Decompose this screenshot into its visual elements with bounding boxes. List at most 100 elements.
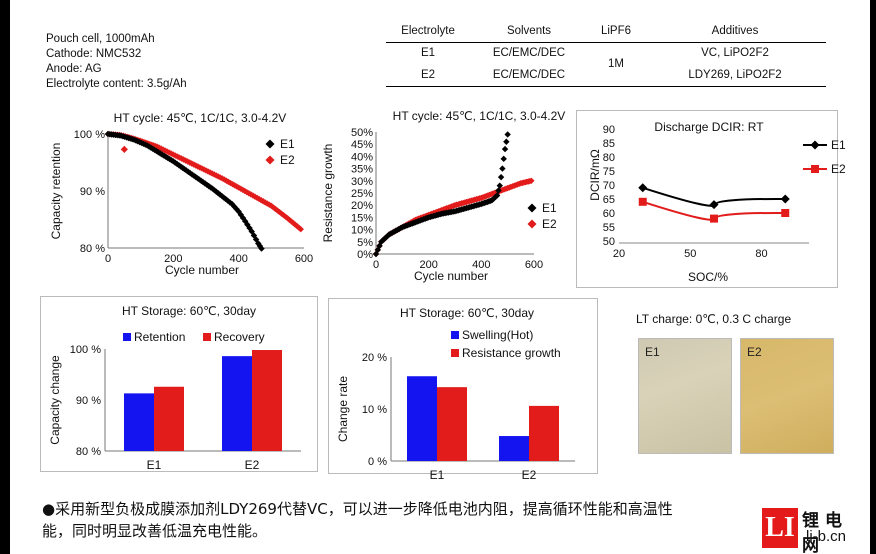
table-cell: EC/EMC/DEC: [492, 47, 566, 60]
e1-point: [495, 187, 502, 194]
legend-marker: [265, 155, 275, 165]
recovery-bar: [252, 350, 282, 451]
legend-marker: [451, 349, 459, 357]
y-tick-label: 70: [603, 180, 615, 192]
y-tick-label: 15%: [351, 212, 373, 224]
chart-title: HT cycle: 45℃, 1C/1C, 3.0-4.2V: [114, 111, 287, 125]
retention-bar: [222, 356, 252, 451]
storage-capacity-chart: HT Storage: 60℃, 30day 80 % 90 % 100 % Capac…: [40, 296, 318, 472]
x-tick-label: 80: [755, 248, 767, 260]
cell-info-line: Pouch cell, 1000mAh: [46, 33, 155, 45]
storage-change-rate-chart: HT Storage: 60℃, 30day 0 % 10 % 20 % Change …: [328, 298, 598, 482]
footer-line: ●采用新型负极成膜添加剂LDY269代替VC，可以进一步降低电池内阻，提高循环性…: [42, 500, 673, 518]
y-tick-label: 10 %: [362, 404, 387, 416]
e1-point: [244, 221, 251, 228]
y-tick-label: 25%: [351, 188, 373, 200]
y-axis-label: Change rate: [336, 376, 350, 442]
legend-marker: [811, 165, 819, 173]
y-tick-label: 60: [603, 208, 615, 220]
e2-point: [288, 218, 295, 225]
table-cell: E1: [420, 47, 436, 60]
legend-marker: [203, 333, 211, 341]
legend-label: Swelling(Hot): [462, 328, 533, 342]
x-tick-label: 400: [472, 259, 490, 271]
x-tick-label: 200: [164, 253, 182, 265]
y-tick-label: 50%: [351, 127, 373, 139]
legend-label: E2: [542, 217, 557, 231]
table-cell: 1M: [608, 58, 624, 70]
legend-marker: [810, 140, 820, 150]
e2-point: [276, 208, 283, 216]
footer-line: 能，同时明显改善低温充电性能。: [42, 522, 268, 540]
y-tick-label: 75: [603, 166, 615, 178]
legend-label: E1: [280, 137, 295, 151]
e1-point: [376, 242, 383, 250]
y-tick-label: 10%: [351, 225, 373, 237]
y-tick-label: 80 %: [76, 446, 101, 458]
e1-point: [500, 155, 507, 163]
y-tick-label: 0 %: [368, 456, 387, 468]
electrolyte-table: Electrolyte Solvents LiPF6 Additives E1 …: [386, 20, 826, 87]
e1-point: [709, 200, 719, 210]
chart-title: Discharge DCIR: RT: [654, 120, 764, 134]
e1-point: [780, 194, 790, 204]
legend-marker: [527, 203, 537, 213]
e1-point: [501, 145, 509, 153]
cell-info-line: Anode: AG: [46, 63, 102, 75]
legend-marker: [527, 219, 537, 229]
photo-label: E1: [645, 345, 660, 359]
x-tick-label: 600: [525, 259, 543, 271]
footer-note: ●采用新型负极成膜添加剂LDY269代替VC，可以进一步降低电池内阻，提高循环性…: [42, 498, 842, 542]
y-axis-label: Capacity change: [48, 355, 62, 445]
y-axis-label: DCIR/mΩ: [588, 149, 602, 201]
table-cell: VC, LiPO2F2: [701, 47, 769, 60]
category-label: E2: [245, 458, 260, 472]
x-axis-label: SOC/%: [688, 270, 728, 284]
legend-marker: [451, 331, 459, 339]
chart-title: HT Storage: 60℃, 30day: [400, 306, 534, 320]
e2-point: [120, 145, 128, 153]
cell-info-line: Electrolyte content: 3.5g/Ah: [46, 78, 187, 90]
e1-photo: E1: [638, 338, 732, 454]
e1-point: [220, 194, 227, 201]
legend-label: E1: [831, 138, 846, 152]
e1-point: [218, 192, 226, 200]
e2-point: [293, 222, 301, 230]
category-label: E1: [430, 468, 445, 482]
legend-label: Recovery: [214, 330, 265, 344]
swelling-hot--bar: [407, 376, 437, 461]
y-tick-label: 20%: [351, 200, 373, 212]
x-axis-label: Cycle number: [165, 263, 239, 277]
resistance-growth-chart: HT cycle: 45℃, 1C/1C, 3.0-4.2V 0%5%10%15%…: [321, 109, 566, 283]
y-tick-label: 100 %: [70, 344, 101, 356]
y-tick-label: 80 %: [80, 243, 105, 255]
e2-point: [297, 225, 304, 233]
table-cell: E2: [420, 68, 436, 81]
e1-point: [497, 173, 505, 181]
e1-point: [503, 138, 510, 145]
x-tick-label: 600: [295, 253, 313, 265]
y-tick-label: 20 %: [362, 352, 387, 364]
e2-point: [638, 197, 647, 206]
swelling-hot--bar: [499, 436, 529, 461]
e1-point: [258, 245, 265, 252]
retention-bar: [124, 393, 154, 451]
category-label: E1: [147, 458, 162, 472]
table-cell: LDY269, LiPO2F2: [688, 68, 782, 81]
slide: Pouch cell, 1000mAh Cathode: NMC532 Anod…: [10, 0, 870, 554]
table-header: Additives: [711, 24, 759, 37]
watermark-url: li-b.cn: [806, 528, 847, 545]
resistance-growth-bar: [529, 405, 559, 461]
y-tick-label: 35%: [351, 164, 373, 176]
resistance-growth-bar: [437, 387, 467, 461]
chart-title: HT Storage: 60℃, 30day: [122, 304, 256, 318]
e2-point: [710, 214, 718, 223]
table-header: LiPF6: [600, 24, 632, 37]
table-header: Solvents: [506, 24, 552, 37]
chart-title: HT cycle: 45℃, 1C/1C, 3.0-4.2V: [393, 109, 566, 123]
legend-label: E1: [542, 201, 557, 215]
e1-point: [496, 182, 503, 189]
y-tick-label: 90 %: [80, 186, 105, 198]
table-row: E1 EC/EMC/DEC 1M VC, LiPO2F2: [386, 42, 826, 70]
e1-point: [233, 205, 240, 213]
